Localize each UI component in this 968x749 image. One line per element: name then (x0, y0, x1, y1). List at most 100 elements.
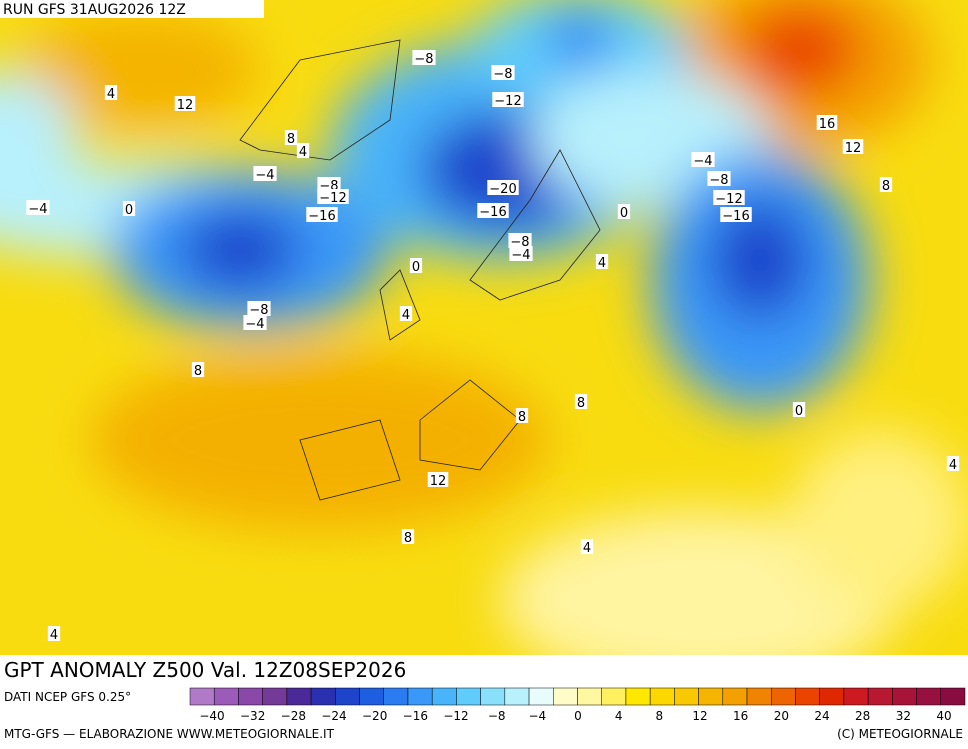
colorbar-swatch (383, 687, 409, 706)
colorbar-swatch (359, 687, 384, 706)
contour-label-box (879, 177, 893, 192)
colorbar-swatch (431, 687, 457, 706)
contour-label-box (47, 626, 61, 641)
map-title: GPT ANOMALY Z500 Val. 12Z08SEP2026 (4, 658, 406, 682)
coastlines (239, 39, 601, 501)
contour-label-box (191, 362, 205, 377)
contour-label: 4 (598, 256, 606, 271)
contour-label-box (399, 306, 413, 321)
colorbar-tick-label: −40 (199, 709, 224, 723)
contour-label-box (491, 65, 515, 80)
colorbar-tick-label: −8 (488, 709, 506, 723)
colorbar-swatch (456, 687, 481, 706)
colorbar-swatch (649, 687, 675, 706)
contour-label-box (492, 92, 524, 107)
colorbar-swatch (795, 687, 820, 706)
colorbar-swatch (771, 687, 796, 706)
colorbar-tick-label: −16 (403, 709, 428, 723)
colorbar-swatch (698, 687, 724, 706)
contour-label: 4 (402, 308, 410, 323)
contour-label: 8 (404, 531, 412, 546)
contour-label: −4 (245, 317, 264, 332)
contour-label: 0 (620, 206, 628, 221)
colorbar-swatch (892, 687, 917, 706)
colorbar-swatch (843, 687, 869, 706)
contour-label: −16 (308, 209, 335, 224)
colorbar-swatch (480, 687, 506, 706)
colorbar-swatch (213, 687, 239, 706)
colorbar-tick-label: 4 (615, 709, 623, 723)
contour-label-box (317, 177, 341, 192)
run-label: RUN GFS 31AUG2026 12Z (3, 2, 186, 18)
contour-label: −8 (709, 173, 728, 188)
contour-label: 12 (177, 98, 194, 113)
colorbar-swatch (674, 687, 699, 706)
colorbar-tick-label: 12 (692, 709, 707, 723)
contour-label-box (509, 246, 533, 261)
contour-label-box (816, 115, 838, 130)
colorbar-tick-label: 32 (896, 709, 911, 723)
colorbar-tick-label: −12 (443, 709, 468, 723)
contour-label: 8 (287, 132, 295, 147)
contour-label-box (617, 204, 631, 219)
contour-label: 0 (412, 260, 420, 275)
contour-label-box (508, 233, 532, 248)
contour-label: 8 (518, 410, 526, 425)
contour-label-box (412, 50, 436, 65)
source-label: DATI NCEP GFS 0.25° (4, 690, 131, 704)
colorbar-tick-label: 40 (936, 709, 951, 723)
contour-label-box (26, 200, 50, 215)
contour-label-box (253, 166, 277, 181)
colorbar-tick-label: −24 (321, 709, 346, 723)
colorbar-swatch (867, 687, 893, 706)
contour-label-box (515, 408, 529, 423)
colorbar-tick-label: 20 (774, 709, 789, 723)
contour-label-box (284, 130, 298, 145)
contour-label: 0 (795, 404, 803, 419)
colorbar-swatch (577, 687, 602, 706)
contour-label: 4 (583, 541, 591, 556)
contour-label-box (122, 201, 136, 216)
contour-label: 4 (299, 145, 307, 160)
contour-label: 12 (430, 474, 447, 489)
colorbar-swatch (528, 687, 554, 706)
colorbar: −40 −32 −28 −24 −20 −16 −12 −8 −4 0 4 8 12 16 20 24 28 32… (189, 687, 966, 723)
contour-label-box (401, 529, 415, 544)
contour-label-box (487, 180, 519, 195)
colorbar-swatch (504, 687, 530, 706)
contour-label-box (713, 190, 745, 205)
contour-label: 8 (882, 179, 890, 194)
contour-label: 8 (194, 364, 202, 379)
contour-label: −4 (693, 154, 712, 169)
colorbar-swatch (189, 687, 215, 706)
colorbar-swatch (940, 687, 966, 706)
contour-label-box (792, 402, 806, 417)
colorbar-swatch (238, 687, 263, 706)
contour-label: −4 (255, 168, 274, 183)
contour-label: 4 (949, 458, 957, 473)
colorbar-tick-label: 8 (656, 709, 664, 723)
contour-label-box (317, 189, 349, 204)
contour-label-box (306, 207, 338, 222)
contour-label: −12 (494, 94, 521, 109)
contour-label-box (243, 315, 267, 330)
colorbar-tick-label: 28 (855, 709, 870, 723)
contour-label: −4 (28, 202, 47, 217)
contour-label-box (174, 96, 196, 111)
colorbar-tick-label: −4 (528, 709, 546, 723)
colorbar-swatch (407, 687, 433, 706)
contour-label-box (104, 85, 118, 100)
header-box (0, 0, 264, 18)
contour-label-box (247, 301, 271, 316)
contour-label-box (296, 143, 310, 158)
contour-label: 4 (50, 628, 58, 643)
colorbar-tick-label: −28 (281, 709, 306, 723)
contour-label-box (842, 139, 864, 154)
colorbar-tick-label: 16 (733, 709, 748, 723)
contour-label: −16 (722, 209, 749, 224)
colorbar-swatch (625, 687, 651, 706)
colorbar-swatch (310, 687, 336, 706)
colorbar-swatch (553, 687, 578, 706)
